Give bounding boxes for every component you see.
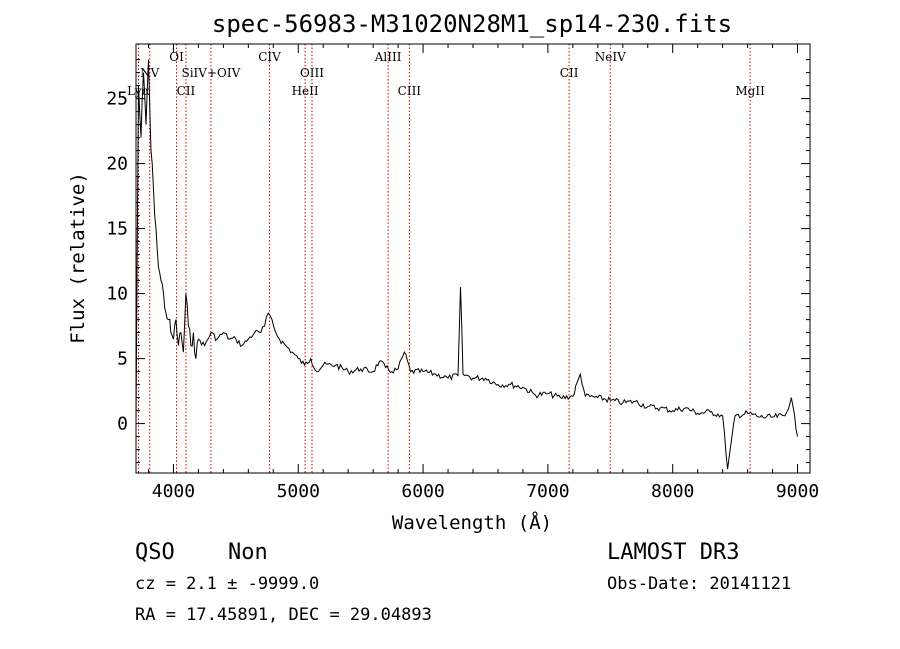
y-tick-label: 0 — [117, 414, 128, 435]
label-MgII: MgII — [735, 84, 765, 98]
obs-date-text: Obs-Date: 20141121 — [607, 574, 791, 594]
label-NeIV: NeIV — [595, 50, 626, 64]
x-tick-label: 9000 — [776, 481, 819, 502]
plot-frame — [135, 43, 811, 474]
y-tick-label: 20 — [106, 154, 128, 175]
y-tick-label: 10 — [106, 284, 128, 305]
label-NV: NV — [140, 66, 160, 80]
y-tick-label: 15 — [106, 219, 128, 240]
x-tick-label: 4000 — [152, 481, 195, 502]
x-axis-ticks: 4000 5000 6000 7000 8000 9000 — [147, 44, 819, 502]
emission-line-markers — [137, 44, 751, 473]
label-AlIII: AlIII — [374, 50, 402, 64]
spectrum-line — [136, 59, 798, 470]
chart-title: spec-56983-M31020N28M1_sp14-230.fits — [212, 10, 732, 38]
label-CII: CII — [177, 84, 196, 98]
x-axis-label: Wavelength (Å) — [392, 511, 552, 534]
label-OI: OI — [169, 50, 184, 64]
y-tick-label: 25 — [106, 89, 128, 110]
y-axis-label: Flux (relative) — [67, 172, 89, 344]
emission-line-labels: LyαNVOICIISiIV+OIVCIVHeIIOIIIAlIIICIIICI… — [127, 50, 765, 98]
label-CIV: CIV — [258, 50, 281, 64]
redshift-text: cz = 2.1 ± -9999.0 — [135, 574, 319, 594]
label-OIII: OIII — [300, 66, 324, 80]
label-HeII: HeII — [292, 84, 319, 98]
x-tick-label: 7000 — [526, 481, 569, 502]
y-axis-ticks: 0 5 10 15 20 25 — [106, 59, 810, 464]
label-CIII: CIII — [398, 84, 422, 98]
y-tick-label: 5 — [117, 349, 128, 370]
x-tick-label: 6000 — [401, 481, 444, 502]
x-tick-label: 5000 — [277, 481, 320, 502]
coordinates-text: RA = 17.45891, DEC = 29.04893 — [135, 605, 432, 625]
label-SiIV+OIV: SiIV+OIV — [182, 66, 241, 80]
subclass-label: Non — [228, 540, 268, 565]
label-CII_2326: CII — [560, 66, 579, 80]
survey-label: LAMOST DR3 — [607, 540, 739, 565]
x-tick-label: 8000 — [651, 481, 694, 502]
class-label: QSO — [135, 540, 175, 565]
